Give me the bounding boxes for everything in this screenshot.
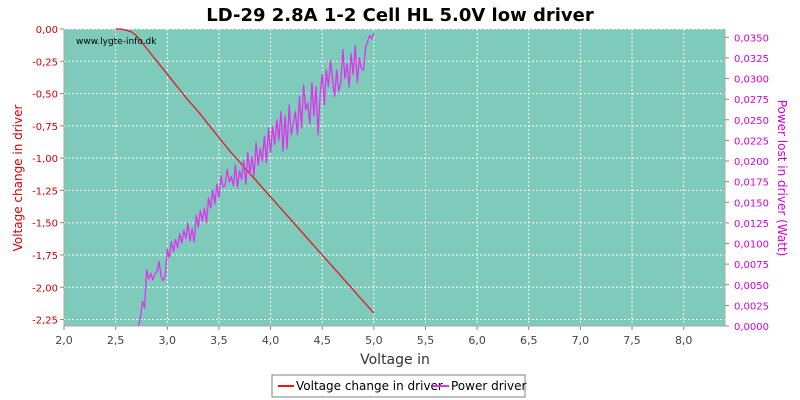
- right-tick-label: 0,0000: [734, 322, 769, 333]
- chart-title: LD-29 2.8A 1-2 Cell HL 5.0V low driver: [206, 5, 594, 26]
- watermark: www.lygte-info.dk: [76, 37, 157, 47]
- x-tick-label: 5,5: [417, 334, 435, 347]
- right-axis-label: Power lost in driver (Watt): [775, 100, 789, 257]
- left-tick-label: -1,00: [32, 154, 58, 165]
- right-tick-label: 0,0350: [734, 33, 769, 44]
- left-tick-label: -2,25: [32, 316, 58, 327]
- x-tick-label: 2,0: [55, 334, 73, 347]
- x-tick-labels: 2,0 2,5 3,0 3,5 4,0 4,5 5,0 5,5 6,0 6,5 7,0 7,5 8,0: [55, 326, 692, 347]
- right-tick-label: 0,0225: [734, 136, 769, 147]
- right-tick-label: 0,0325: [734, 54, 769, 65]
- plot-area: [64, 29, 725, 326]
- series-line-power-driver: [137, 32, 375, 327]
- right-tick-label: 0,0175: [734, 178, 769, 189]
- right-tick-label: 0,0025: [734, 301, 769, 312]
- x-tick-label: 2,5: [107, 334, 125, 347]
- right-tick-labels: 0,0350 0,0325 0,0300 0,0275 0,0250 0,0225 0,02…: [725, 33, 769, 333]
- right-tick-label: 0,0050: [734, 281, 769, 292]
- right-tick-label: 0,0150: [734, 198, 769, 209]
- right-tick-label: 0,0200: [734, 157, 769, 168]
- left-axis-label: Voltage change in driver: [11, 105, 25, 252]
- left-tick-label: -1,75: [32, 251, 58, 262]
- legend-box: [271, 374, 526, 398]
- x-tick-label: 4,0: [262, 334, 280, 347]
- series-layer: [115, 28, 375, 327]
- right-tick-label: 0,0075: [734, 260, 769, 271]
- right-tick-label: 0,0250: [734, 116, 769, 127]
- left-tick-label: -2,00: [32, 283, 58, 294]
- left-tick-label: -0,50: [32, 90, 58, 101]
- x-tick-label: 8,0: [675, 334, 693, 347]
- right-tick-label: 0,0125: [734, 219, 769, 230]
- right-tick-label: 0,0100: [734, 240, 769, 251]
- legend: Voltage change in driver Power driver: [271, 374, 526, 398]
- series-line-voltage-change: [115, 28, 375, 314]
- left-tick-label: -0,75: [32, 122, 58, 133]
- legend-label-voltage: Voltage change in driver: [296, 379, 443, 393]
- grid-lines: [63, 28, 725, 326]
- x-axis-label: Voltage in: [360, 352, 430, 368]
- left-tick-label: -1,50: [32, 219, 58, 230]
- x-tick-label: 5,0: [365, 334, 383, 347]
- x-tick-label: 3,0: [159, 334, 177, 347]
- right-tick-label: 0,0275: [734, 95, 769, 106]
- left-tick-labels: 0,00 -0,25 -0,50 -0,75 -1,00 -1,25 -1,50 -1,75 -…: [32, 25, 64, 327]
- legend-label-power: Power driver: [451, 379, 526, 393]
- x-tick-label: 6,0: [468, 334, 486, 347]
- left-tick-label: -1,25: [32, 186, 58, 197]
- left-tick-label: 0,00: [36, 25, 58, 36]
- x-tick-label: 3,5: [210, 334, 228, 347]
- x-tick-label: 4,5: [313, 334, 331, 347]
- left-tick-label: -0,25: [32, 57, 58, 68]
- x-tick-label: 6,5: [520, 334, 538, 347]
- x-tick-label: 7,0: [572, 334, 590, 347]
- right-tick-label: 0,0300: [734, 75, 769, 86]
- x-tick-label: 7,5: [623, 334, 641, 347]
